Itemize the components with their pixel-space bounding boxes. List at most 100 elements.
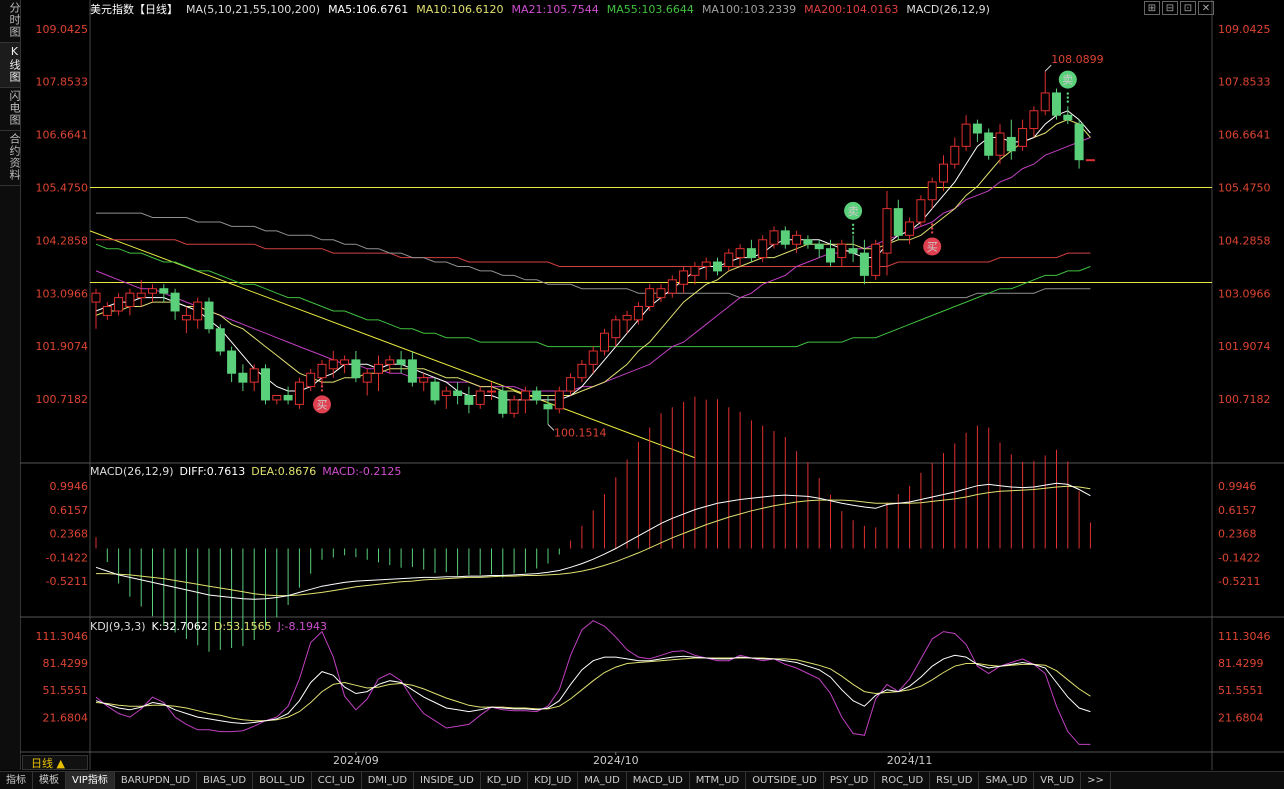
high-pointer — [1044, 64, 1052, 72]
period-selector[interactable]: 日线 ▲ — [22, 755, 88, 770]
tab-kline[interactable]: K线图 — [0, 43, 21, 88]
buy-marker-2-arrow-dot — [931, 227, 934, 230]
macd-params[interactable]: MACD(26,12,9) — [906, 2, 990, 16]
candle-body — [792, 234, 802, 245]
tab-sma[interactable]: SMA_UD — [979, 772, 1035, 789]
tab-boll[interactable]: BOLL_UD — [253, 772, 312, 789]
tab-contract-info[interactable]: 合约资料 — [0, 131, 21, 186]
layout-button[interactable]: ⊞ — [1144, 1, 1160, 15]
kdj-y-tick-left: 21.6804 — [43, 711, 89, 724]
tab-mtm[interactable]: MTM_UD — [690, 772, 747, 789]
y-tick-label-right: 106.6641 — [1218, 129, 1271, 142]
indicator-tab-bar: 指标 模板 VIP指标 BARUPDN_UD BIAS_UD BOLL_UD C… — [0, 771, 1284, 789]
tab-dmi[interactable]: DMI_UD — [362, 772, 415, 789]
candle-body — [215, 328, 225, 352]
tab-roc[interactable]: ROC_UD — [875, 772, 931, 789]
macd-y-tick-left: 0.6157 — [50, 504, 89, 517]
candle-body — [645, 288, 655, 308]
tab-kd[interactable]: KD_UD — [481, 772, 529, 789]
candle-body — [385, 359, 395, 365]
y-tick-label-right: 109.0425 — [1218, 23, 1271, 36]
kdj-y-tick-left: 111.3046 — [36, 630, 89, 643]
candle-body — [487, 390, 496, 393]
tab-kdj[interactable]: KDJ_UD — [528, 772, 579, 789]
sell-marker-2-arrow-dot — [1066, 96, 1070, 99]
candle-body — [227, 350, 237, 374]
candle-body — [905, 221, 915, 236]
sell-marker-2: 卖 — [1062, 74, 1073, 87]
macd-diff: DIFF:0.7613 — [179, 465, 246, 478]
candle-body — [826, 248, 835, 263]
kdj-k: K:32.7062 — [151, 620, 208, 633]
candle-body — [453, 390, 463, 396]
ma-params[interactable]: MA(5,10,21,55,100,200) — [186, 2, 321, 16]
candle-body — [656, 288, 666, 299]
candle-body — [181, 314, 191, 321]
candle-body — [939, 163, 948, 183]
tab-rsi[interactable]: RSI_UD — [930, 772, 980, 789]
candle-body — [464, 394, 474, 405]
macd-title[interactable]: MACD(26,12,9) — [90, 465, 174, 478]
tab-psy[interactable]: PSY_UD — [824, 772, 876, 789]
candle-body — [995, 132, 1005, 156]
tab-vr[interactable]: VR_UD — [1034, 772, 1082, 789]
candle-body — [543, 403, 553, 410]
tab-indicators[interactable]: 指标 — [0, 772, 33, 789]
macd-y-tick-left: -0.1422 — [46, 551, 88, 564]
sell-marker-1-arrow-dot — [851, 227, 855, 231]
tab-outside[interactable]: OUTSIDE_UD — [746, 772, 824, 789]
ma200-value: MA200:104.0163 — [804, 2, 899, 16]
candle-body — [893, 208, 903, 236]
candle-body — [396, 359, 406, 365]
candle-body — [622, 314, 632, 321]
candle-body — [204, 301, 214, 330]
candle-body — [927, 181, 937, 201]
buy-marker-1-arrow-dot — [320, 381, 324, 384]
candle-body — [509, 399, 519, 414]
macd-y-tick-right: 0.6157 — [1218, 504, 1257, 517]
candle-body — [1018, 128, 1028, 147]
tab-inside[interactable]: INSIDE_UD — [414, 772, 481, 789]
y-tick-label-right: 107.8533 — [1218, 76, 1271, 89]
ma55-line — [95, 243, 1091, 348]
candle-body — [374, 363, 383, 374]
tab-macd[interactable]: MACD_UD — [627, 772, 690, 789]
tab-vip-indicators[interactable]: VIP指标 — [66, 772, 115, 789]
kdj-y-tick-right: 81.4299 — [1218, 657, 1264, 670]
candle-body — [159, 288, 169, 294]
candle-body — [430, 381, 440, 401]
candle-body — [475, 390, 485, 405]
tab-lightning[interactable]: 闪电图 — [0, 88, 21, 131]
candle-body — [1074, 123, 1084, 161]
candle-body — [340, 359, 350, 365]
x-tick-label: 2024/11 — [887, 754, 933, 767]
sell-marker-1-arrow-dot — [851, 231, 855, 235]
close-button[interactable]: ✕ — [1198, 1, 1214, 15]
restore-button[interactable]: ⊡ — [1180, 1, 1196, 15]
candle-body — [125, 292, 135, 308]
y-tick-label-left: 105.4750 — [36, 182, 89, 195]
y-tick-label-left: 104.2858 — [36, 234, 89, 247]
tab-templates[interactable]: 模板 — [33, 772, 66, 789]
main-chart-header: 美元指数【日线】 MA(5,10,21,55,100,200) MA5:106.… — [90, 2, 990, 17]
tab-ma[interactable]: MA_UD — [578, 772, 627, 789]
candle-body — [577, 363, 587, 379]
ma10-value: MA10:106.6120 — [416, 2, 504, 16]
candle-body — [136, 292, 146, 299]
minimize-button[interactable]: ⊟ — [1162, 1, 1178, 15]
tab-barupdn[interactable]: BARUPDN_UD — [115, 772, 198, 789]
candle-body — [238, 372, 248, 383]
kdj-title[interactable]: KDJ(9,3,3) — [90, 620, 146, 633]
candle-body — [679, 270, 689, 285]
tab-timeshare[interactable]: 分时图 — [0, 0, 21, 43]
macd-y-tick-right: -0.1422 — [1218, 551, 1260, 564]
sell-marker-2-arrow-dot — [1066, 92, 1070, 95]
candle-body — [362, 372, 372, 383]
tab-bias[interactable]: BIAS_UD — [197, 772, 254, 789]
candle-body — [1063, 114, 1073, 121]
candle-body — [532, 390, 542, 401]
candle-body — [1040, 92, 1050, 112]
more-tabs-button[interactable]: >> — [1081, 772, 1111, 789]
tab-cci[interactable]: CCI_UD — [312, 772, 362, 789]
macd-diff-line — [95, 482, 1091, 600]
